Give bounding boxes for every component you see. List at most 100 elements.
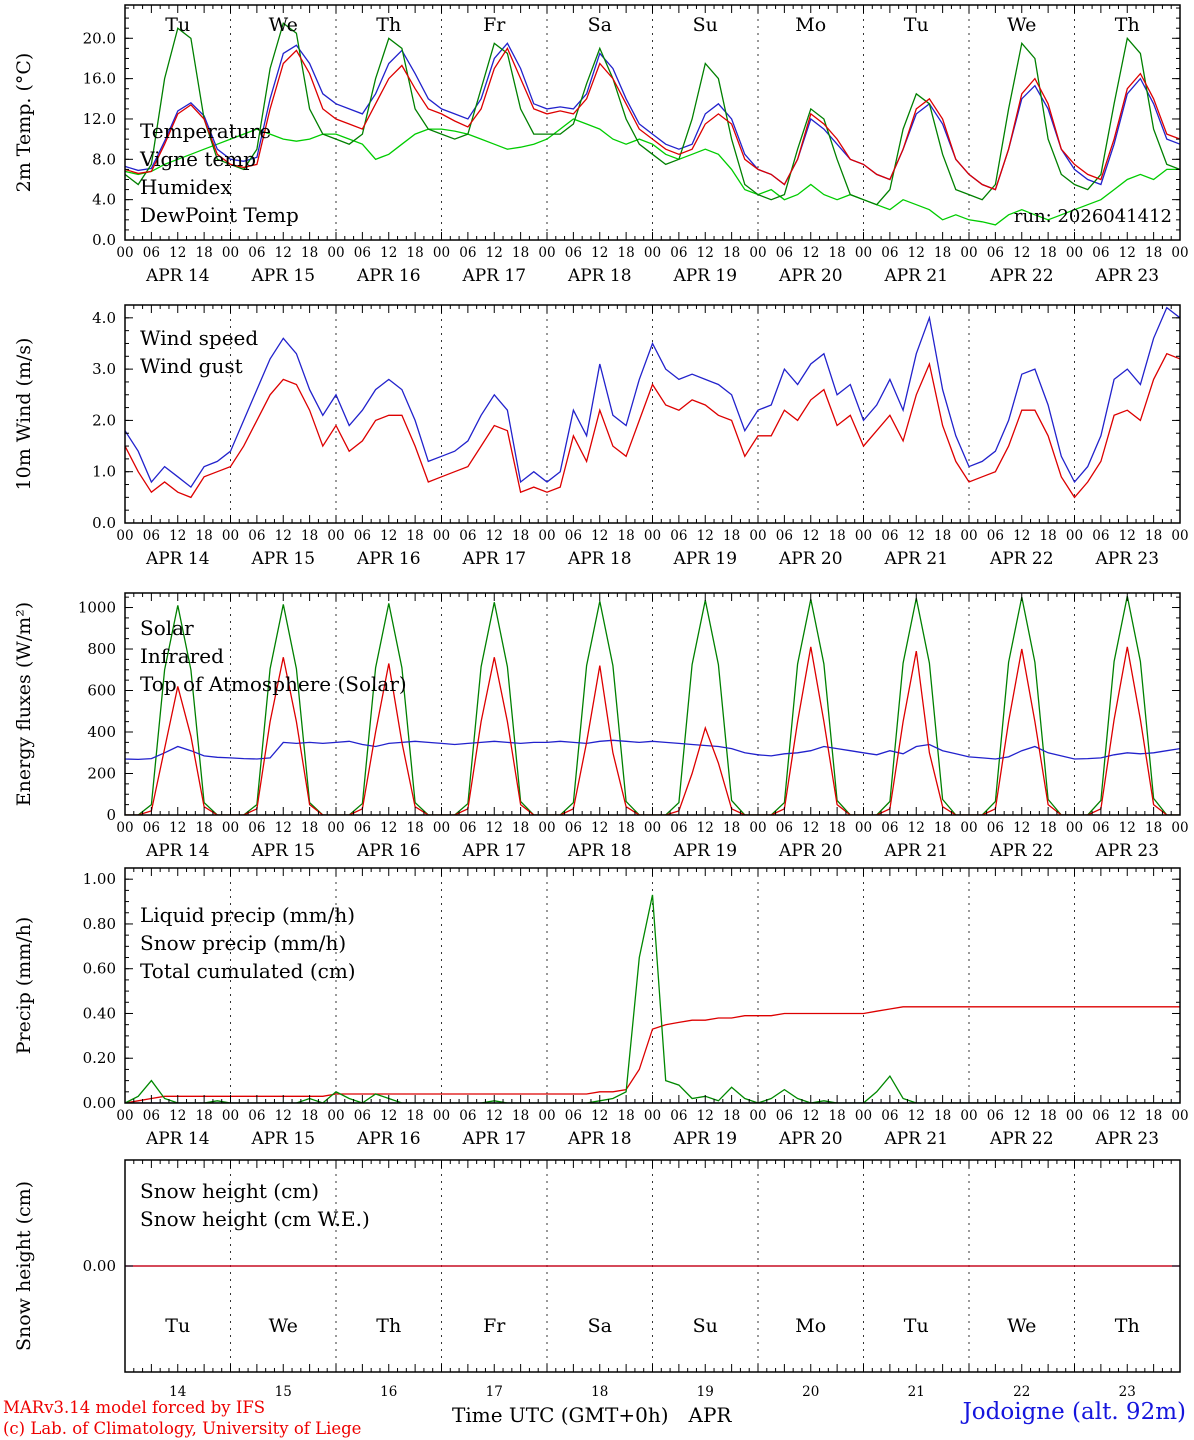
svg-text:00: 00 [749,820,766,836]
svg-text:APR 15: APR 15 [250,841,315,860]
svg-text:18: 18 [407,820,424,836]
svg-text:16: 16 [380,1384,397,1400]
svg-text:18: 18 [1040,245,1057,261]
svg-text:06: 06 [670,820,687,836]
svg-text:0.00: 0.00 [83,1257,116,1275]
svg-text:Temperature: Temperature [140,119,271,143]
svg-text:00: 00 [1171,528,1188,544]
svg-text:Mo: Mo [795,1315,826,1337]
svg-text:06: 06 [670,528,687,544]
svg-text:00: 00 [433,1108,450,1124]
svg-text:18: 18 [934,245,951,261]
svg-text:06: 06 [670,1108,687,1124]
svg-text:APR 15: APR 15 [250,549,315,569]
svg-text:12: 12 [275,820,292,836]
svg-text:We: We [269,1315,298,1337]
svg-text:12: 12 [169,1108,186,1124]
svg-text:00: 00 [960,245,977,261]
panel-wind: 0.0 1.0 2.0 3.0 4.0 00 06 12 18 00 06 12 18 00 06 12 18 0… [13,304,1189,569]
svg-text:APR 18: APR 18 [567,1129,632,1149]
svg-text:APR 23: APR 23 [1094,266,1159,286]
svg-text:Fr: Fr [483,14,506,36]
svg-text:00: 00 [1171,245,1188,261]
panel-snow-height: 0.00 Tu 14 We 15 Th 16 Fr 17 Sa 18 Su 19 Mo 20 Tu 21 We 22… [13,1159,1181,1400]
svg-text:Snow height (cm): Snow height (cm) [140,1179,319,1203]
svg-text:APR 16: APR 16 [356,841,421,860]
svg-text:00: 00 [644,1108,661,1124]
svg-text:APR 19: APR 19 [672,549,737,569]
svg-text:APR 17: APR 17 [461,841,526,860]
svg-text:12: 12 [169,245,186,261]
svg-text:APR 16: APR 16 [356,549,421,569]
svg-text:Mo: Mo [795,14,826,36]
svg-text:APR 14: APR 14 [145,841,210,860]
svg-text:06: 06 [987,820,1004,836]
svg-text:18: 18 [934,1108,951,1124]
svg-text:Sa: Sa [588,1315,612,1337]
svg-text:18: 18 [829,528,846,544]
svg-text:00: 00 [538,528,555,544]
svg-text:06: 06 [1092,1108,1109,1124]
svg-text:00: 00 [433,245,450,261]
svg-text:06: 06 [881,820,898,836]
model-credit: MARv3.14 model forced by IFS [3,1398,266,1417]
svg-text:21: 21 [908,1384,925,1400]
svg-text:18: 18 [1040,1108,1057,1124]
svg-text:00: 00 [327,528,344,544]
svg-text:06: 06 [565,528,582,544]
svg-text:Snow precip (mm/h): Snow precip (mm/h) [140,931,346,955]
svg-text:12: 12 [1119,1108,1136,1124]
svg-text:Precip (mm/h): Precip (mm/h) [13,917,35,1055]
month-label: APR [688,1403,732,1427]
svg-text:APR 21: APR 21 [883,266,948,286]
svg-text:APR 20: APR 20 [778,549,843,569]
svg-text:Th: Th [1115,14,1140,36]
svg-text:00: 00 [1171,1108,1188,1124]
svg-text:17: 17 [486,1384,503,1400]
station-label: Jodoigne (alt. 92m) [962,1399,1186,1425]
svg-text:06: 06 [459,820,476,836]
svg-text:Liquid precip (mm/h): Liquid precip (mm/h) [140,903,355,927]
svg-text:00: 00 [749,528,766,544]
svg-text:Tu: Tu [904,1315,929,1337]
svg-text:12: 12 [486,528,503,544]
svg-text:00: 00 [1066,1108,1083,1124]
svg-text:23: 23 [1119,1384,1136,1400]
svg-text:18: 18 [301,528,318,544]
svg-text:18: 18 [829,245,846,261]
svg-text:06: 06 [776,245,793,261]
svg-text:18: 18 [591,1384,608,1400]
svg-text:APR 18: APR 18 [567,841,632,860]
svg-text:Tu: Tu [165,14,190,36]
svg-text:18: 18 [618,1108,635,1124]
svg-text:1.00: 1.00 [83,870,116,888]
svg-text:00: 00 [960,528,977,544]
svg-text:12: 12 [169,528,186,544]
svg-text:06: 06 [881,1108,898,1124]
svg-text:12: 12 [908,1108,925,1124]
svg-text:06: 06 [354,245,371,261]
svg-text:06: 06 [987,245,1004,261]
svg-text:APR 20: APR 20 [778,266,843,286]
svg-text:0.40: 0.40 [83,1004,116,1022]
svg-text:06: 06 [143,1108,160,1124]
svg-text:18: 18 [301,245,318,261]
svg-text:18: 18 [512,245,529,261]
svg-text:12: 12 [1013,245,1030,261]
svg-text:0.20: 0.20 [83,1049,116,1067]
svg-text:4.0: 4.0 [92,309,116,327]
svg-text:18: 18 [196,245,213,261]
svg-text:APR 15: APR 15 [250,266,315,286]
run-label: run: 2026041412 [1013,206,1172,227]
svg-text:APR 21: APR 21 [883,841,948,860]
svg-text:Tu: Tu [165,1315,190,1337]
svg-text:20.0: 20.0 [83,29,116,47]
svg-text:APR 15: APR 15 [250,1129,315,1149]
svg-text:14: 14 [169,1384,186,1400]
svg-text:06: 06 [1092,528,1109,544]
svg-text:06: 06 [987,528,1004,544]
svg-text:APR 17: APR 17 [461,266,526,286]
svg-text:0.00: 0.00 [83,1094,116,1112]
svg-text:06: 06 [670,245,687,261]
svg-text:Su: Su [693,14,718,36]
